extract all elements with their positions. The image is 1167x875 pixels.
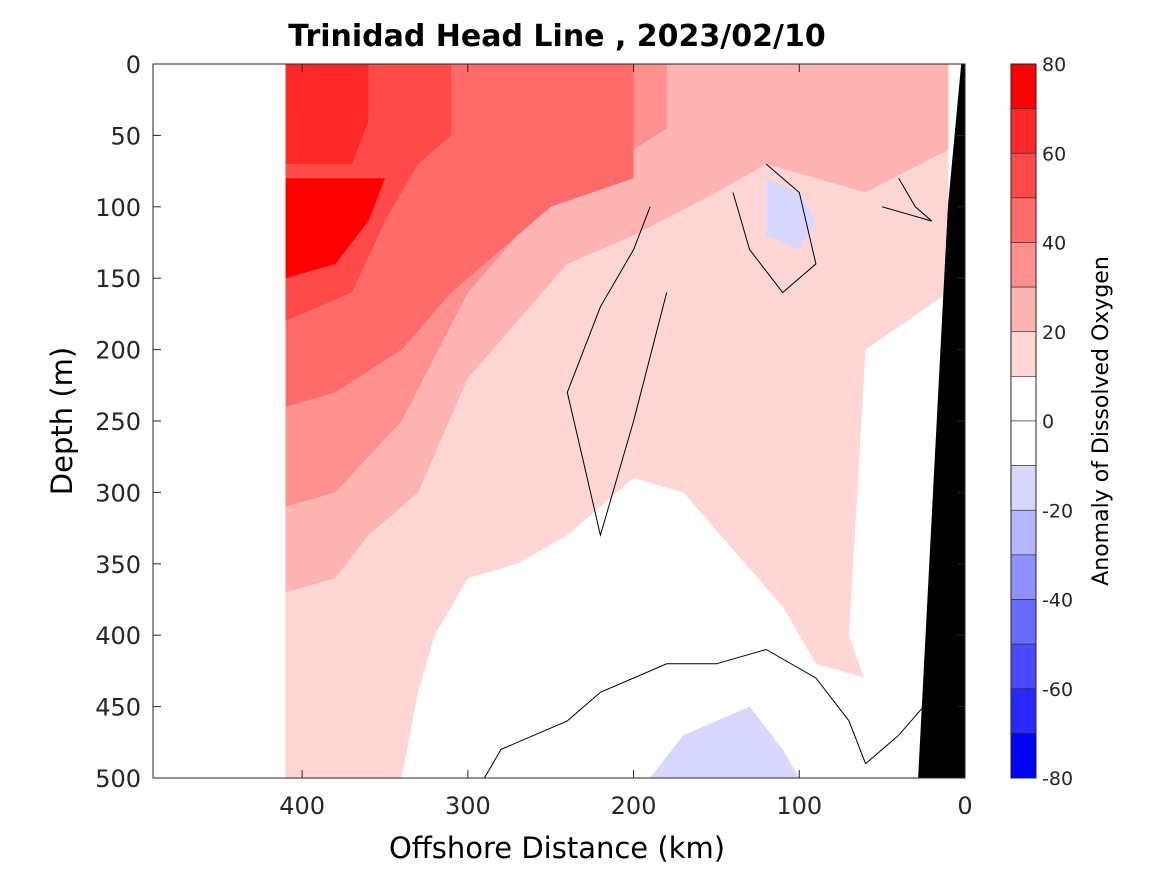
colorbar-level [1010, 733, 1037, 779]
colorbar-tick-label: -60 [1042, 679, 1073, 701]
colorbar-level [1010, 286, 1037, 333]
x-axis-label: Offshore Distance (km) [389, 831, 725, 865]
seafloor [918, 64, 965, 778]
colorbar-level [1010, 509, 1037, 556]
zero-contour [483, 648, 924, 778]
colorbar-tick-label: -80 [1042, 768, 1073, 790]
anomaly-fill-regions [285, 64, 949, 778]
colorbar-level [1010, 197, 1037, 243]
anomaly-region [766, 178, 816, 250]
y-tick-label: 300 [95, 479, 141, 507]
colorbar-tick-label: 60 [1042, 143, 1066, 165]
zero-contour [566, 206, 668, 538]
seafloor-bathymetry [918, 64, 965, 778]
y-tick-label: 250 [95, 408, 141, 436]
colorbar-tick-label: 80 [1042, 54, 1066, 76]
x-tick-label: 200 [611, 792, 657, 820]
colorbar-level [1010, 599, 1037, 645]
colorbar-level [1010, 63, 1037, 109]
colorbar-level [1010, 643, 1037, 690]
y-tick-label: 400 [95, 622, 141, 650]
y-tick-label: 500 [95, 765, 141, 793]
chart-title: Trinidad Head Line , 2023/02/10 [288, 19, 825, 54]
colorbar-level [1010, 152, 1037, 199]
anomaly-region [650, 706, 800, 778]
colorbar-level [1010, 331, 1037, 377]
x-tick-label: 0 [957, 792, 972, 820]
colorbar-tick-label: -40 [1042, 590, 1073, 612]
anomaly-region [285, 178, 385, 279]
zero-contour [732, 163, 817, 294]
colorbar-level [1010, 465, 1037, 511]
x-tick-label: 400 [279, 792, 325, 820]
colorbar-level [1010, 420, 1037, 466]
colorbar-tick-label: 0 [1042, 411, 1054, 433]
colorbar-tick-label: -20 [1042, 500, 1073, 522]
colorbar-level [1010, 242, 1037, 288]
x-tick-label: 300 [445, 792, 491, 820]
x-tick-label: 100 [776, 792, 822, 820]
zero-contour-lines [483, 163, 933, 778]
plot-area: 400 300 200 100 0 0 50 100 150 200 250 300 350 400 45… [95, 51, 972, 820]
colorbar-level [1010, 108, 1037, 154]
colorbar-level [1010, 376, 1037, 422]
colorbar-level [1010, 688, 1037, 734]
colorbar-level [1010, 554, 1037, 600]
y-tick-label: 50 [110, 122, 141, 150]
colorbar-label: Anomaly of Dissolved Oxygen [1089, 256, 1114, 586]
y-tick-label: 100 [95, 194, 141, 222]
y-tick-label: 150 [95, 265, 141, 293]
anomaly-region [401, 478, 932, 778]
zero-contour [881, 177, 933, 222]
y-tick-label: 450 [95, 694, 141, 722]
y-tick-label: 350 [95, 551, 141, 579]
y-tick-label: 200 [95, 337, 141, 365]
x-axis-ticks: 400 300 200 100 0 [279, 64, 973, 820]
colorbar-levels [1010, 63, 1037, 779]
colorbar-frame [1010, 63, 1037, 779]
y-tick-label: 0 [126, 51, 141, 79]
anomaly-region [285, 64, 369, 164]
colorbar: 80 60 40 20 0 -20 -40 -60 -80 [1010, 54, 1073, 790]
colorbar-ticks: 80 60 40 20 0 -20 -40 -60 -80 [1042, 54, 1073, 790]
colorbar-tick-label: 40 [1042, 233, 1066, 255]
y-axis-label: Depth (m) [45, 347, 79, 495]
y-axis-ticks: 0 50 100 150 200 250 300 350 400 450 500 [95, 51, 965, 793]
colorbar-tick-label: 20 [1042, 322, 1066, 344]
